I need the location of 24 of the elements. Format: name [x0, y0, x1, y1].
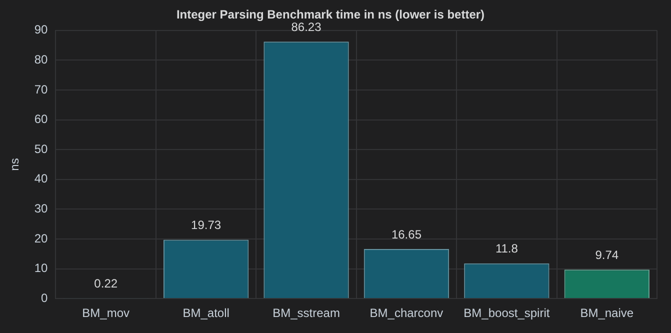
data-label: 16.65 — [391, 227, 422, 242]
data-label: 0.22 — [94, 276, 118, 290]
x-tick-label: BM_mov — [82, 306, 130, 320]
data-label: 86.23 — [291, 20, 322, 34]
x-tick-label: BM_charconv — [370, 306, 444, 320]
x-tick-label: BM_atoll — [182, 306, 230, 320]
y-tick-label: 40 — [34, 172, 48, 186]
chart-title: Integer Parsing Benchmark time in ns (lower is better) — [176, 8, 485, 22]
x-tick-label: BM_boost_spirit — [464, 306, 550, 320]
x-tick-label: BM_sstream — [272, 306, 340, 320]
y-axis-title: ns — [8, 158, 22, 171]
data-label: 19.73 — [191, 218, 222, 232]
y-tick-label: 0 — [41, 290, 48, 305]
y-tick-label: 60 — [34, 112, 48, 126]
y-tick-label: 10 — [34, 261, 48, 276]
y-tick-label: 50 — [34, 142, 48, 156]
y-tick-label: 20 — [34, 231, 48, 246]
data-label: 11.8 — [495, 242, 518, 256]
y-tick-label: 30 — [34, 202, 48, 216]
y-tick-label: 90 — [34, 22, 48, 37]
data-label: 9.74 — [595, 248, 619, 262]
y-tick-label: 80 — [34, 52, 48, 67]
x-tick-label: BM_naive — [580, 306, 634, 320]
y-tick-label: 70 — [34, 82, 48, 96]
